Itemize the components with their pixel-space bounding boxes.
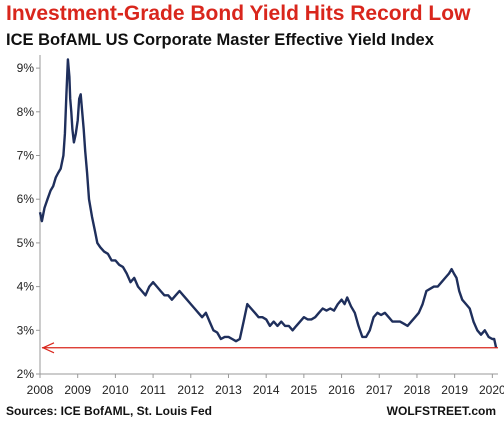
source-note: Sources: ICE BofAML, St. Louis Fed — [6, 404, 213, 418]
x-tick-label: 2010 — [102, 383, 129, 397]
y-tick-label: 6% — [17, 192, 35, 206]
x-tick-label: 2018 — [404, 383, 431, 397]
chart-title: Investment-Grade Bond Yield Hits Record … — [6, 2, 471, 25]
x-tick-label: 2012 — [177, 383, 204, 397]
x-tick-label: 2020 — [479, 383, 504, 397]
x-tick-label: 2015 — [291, 383, 318, 397]
chart-subtitle: ICE BofAML US Corporate Master Effective… — [6, 31, 434, 49]
x-tick-label: 2013 — [215, 383, 242, 397]
x-tick-label: 2008 — [27, 383, 54, 397]
y-tick-label: 4% — [17, 280, 35, 294]
x-tick-label: 2017 — [366, 383, 393, 397]
yield-series-line — [38, 58, 498, 349]
y-tick-label: 2% — [17, 367, 35, 381]
y-tick-label: 3% — [17, 323, 35, 337]
x-tick-label: 2011 — [140, 383, 166, 397]
y-tick-label: 9% — [17, 61, 35, 75]
x-tick-label: 2019 — [441, 383, 468, 397]
record-low-arrow-icon — [41, 342, 55, 354]
brand-label: WOLFSTREET.com — [386, 404, 496, 418]
y-tick-label: 8% — [17, 105, 35, 119]
x-tick-label: 2014 — [253, 383, 280, 397]
y-tick-label: 7% — [17, 149, 35, 163]
x-tick-label: 2009 — [64, 383, 91, 397]
x-tick-label: 2016 — [328, 383, 355, 397]
y-tick-label: 5% — [17, 236, 35, 250]
